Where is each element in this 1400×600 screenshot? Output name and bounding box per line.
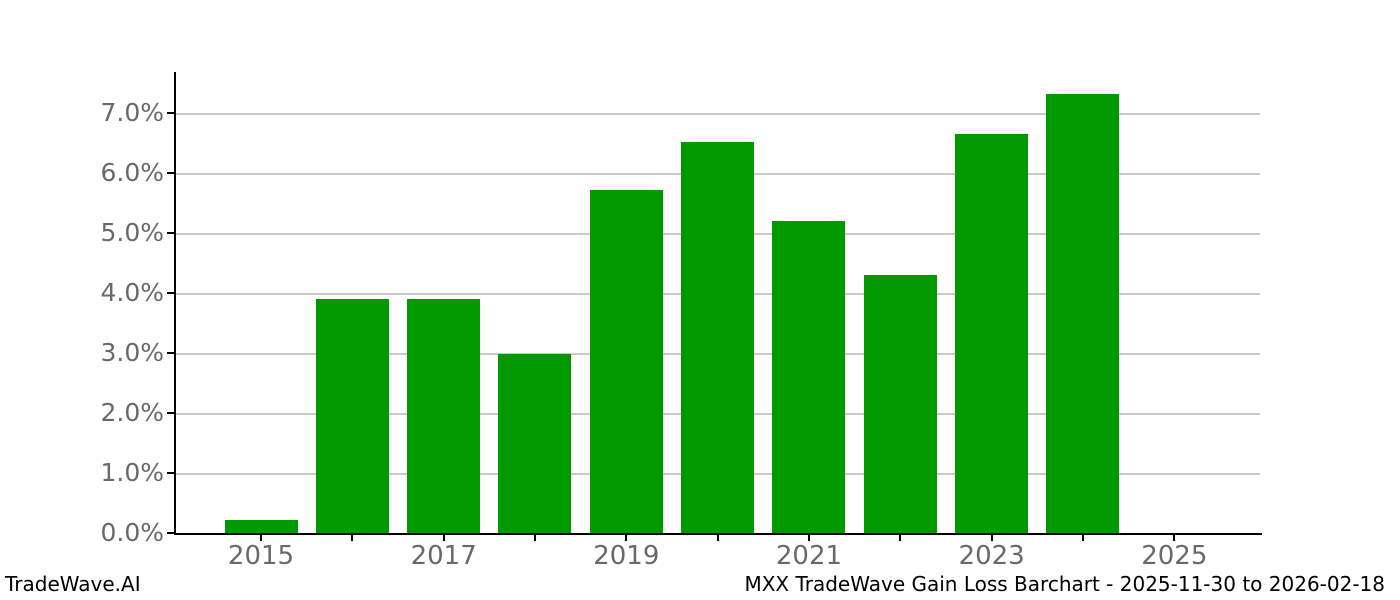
bar-2020 [681, 141, 755, 533]
bar-2023 [955, 133, 1029, 533]
x-tick-2017 [442, 535, 445, 541]
bar-2015 [224, 519, 298, 533]
bar-2022 [863, 275, 937, 533]
x-tick-2025 [1173, 535, 1176, 541]
x-tick-2018 [533, 535, 536, 541]
y-tick-7.0% [167, 112, 175, 115]
y-tick-label-5.0%: 5.0% [100, 218, 164, 248]
y-tick-label-4.0%: 4.0% [100, 278, 164, 308]
x-tick-label-2019: 2019 [593, 541, 660, 571]
y-tick-1.0% [167, 472, 175, 475]
chart-title: MXX TradeWave Gain Loss Barchart - 2025-… [744, 572, 1385, 596]
x-tick-2016 [351, 535, 354, 541]
y-tick-3.0% [167, 352, 175, 355]
x-tick-label-2025: 2025 [1141, 541, 1208, 571]
x-tick-label-2023: 2023 [958, 541, 1025, 571]
watermark-text: TradeWave.AI [5, 572, 141, 596]
bar-2018 [498, 354, 572, 533]
bar-2024 [1046, 93, 1120, 533]
y-tick-label-6.0%: 6.0% [100, 158, 164, 188]
y-tick-4.0% [167, 292, 175, 295]
y-tick-0.0% [167, 532, 175, 534]
x-tick-2021 [807, 535, 810, 541]
x-tick-2023 [990, 535, 993, 541]
x-tick-label-2017: 2017 [410, 541, 477, 571]
bar-2021 [772, 221, 846, 533]
x-tick-label-2021: 2021 [775, 541, 843, 571]
plot-area [176, 72, 1260, 533]
y-tick-label-3.0%: 3.0% [100, 338, 164, 368]
y-tick-label-7.0%: 7.0% [100, 98, 164, 128]
x-axis-spine [174, 533, 1262, 535]
bar-2017 [407, 299, 481, 533]
y-axis-spine [174, 72, 176, 535]
x-tick-2015 [260, 535, 262, 541]
x-tick-2022 [899, 535, 902, 541]
y-tick-label-2.0%: 2.0% [100, 398, 164, 428]
x-tick-2019 [625, 535, 628, 541]
x-tick-label-2015: 2015 [227, 541, 295, 571]
x-tick-2024 [1081, 535, 1084, 541]
y-tick-label-0.0%: 0.0% [100, 518, 164, 547]
bar-2019 [589, 190, 663, 533]
gridline-7.0% [176, 113, 1260, 115]
bar-2016 [315, 299, 389, 533]
y-tick-2.0% [167, 412, 175, 415]
x-tick-2020 [716, 535, 719, 541]
y-tick-5.0% [167, 232, 175, 235]
y-tick-6.0% [167, 172, 175, 175]
y-tick-label-1.0%: 1.0% [100, 458, 164, 488]
